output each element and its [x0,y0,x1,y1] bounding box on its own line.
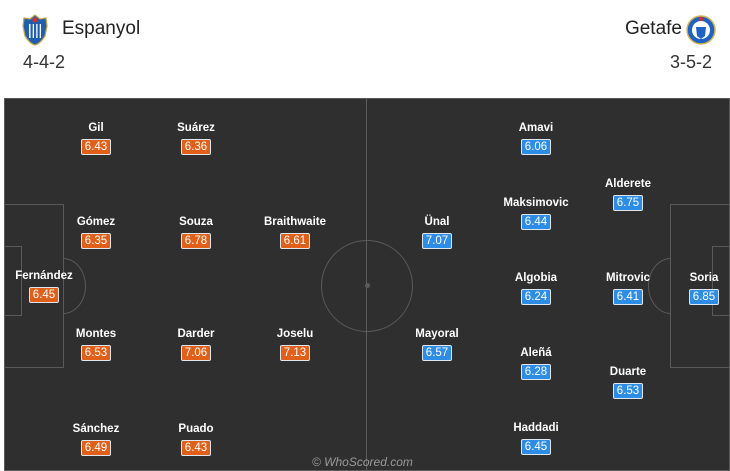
player-rating: 6.61 [279,233,311,249]
player-rating: 6.24 [520,289,552,305]
player-name: Ünal [424,216,450,228]
player-card-home[interactable]: Joselu 7.13 [250,327,340,361]
player-name: Aleñá [520,347,552,359]
player-card-away[interactable]: Haddadi 6.45 [491,421,581,455]
player-card-home[interactable]: Souza 6.78 [151,215,241,249]
player-rating: 7.06 [180,345,212,361]
player-rating: 6.41 [612,289,644,305]
player-rating: 6.36 [180,139,212,155]
player-name: Duarte [609,366,647,378]
player-card-away[interactable]: Aleñá 6.28 [491,346,581,380]
player-name: Algobia [514,272,558,284]
player-card-home[interactable]: Fernández 6.45 [0,269,89,303]
player-name: Darder [177,328,215,340]
away-penalty-area [670,204,730,368]
home-penalty-area [4,204,64,368]
away-formation: 3-5-2 [669,52,712,72]
player-rating: 6.35 [80,233,112,249]
getafe-crest-icon [686,15,716,45]
home-formation: 4-4-2 [23,52,66,72]
watermark: © WhoScored.com [312,455,413,469]
player-rating: 6.78 [180,233,212,249]
player-name: Soria [689,272,719,284]
player-card-away[interactable]: Mitrovic 6.41 [583,271,673,305]
player-card-home[interactable]: Braithwaite 6.61 [250,215,340,249]
player-name: Gil [88,122,104,134]
away-goal-area [712,246,730,316]
player-rating: 6.45 [28,287,60,303]
player-card-away[interactable]: Duarte 6.53 [583,365,673,399]
player-card-home[interactable]: Darder 7.06 [151,327,241,361]
player-rating: 7.13 [279,345,311,361]
player-rating: 6.43 [80,139,112,155]
player-card-away[interactable]: Amavi 6.06 [491,121,581,155]
player-rating: 6.75 [612,195,644,211]
player-rating: 6.44 [520,214,552,230]
player-card-home[interactable]: Gómez 6.35 [51,215,141,249]
player-rating: 6.49 [80,440,112,456]
player-name: Braithwaite [264,216,326,228]
player-name: Suárez [177,122,215,134]
player-card-home[interactable]: Gil 6.43 [51,121,141,155]
player-card-home[interactable]: Puado 6.43 [151,422,241,456]
player-rating: 6.53 [612,383,644,399]
player-card-away[interactable]: Mayoral 6.57 [392,327,482,361]
player-name: Haddadi [513,422,559,434]
player-rating: 6.53 [80,345,112,361]
player-name: Joselu [276,328,314,340]
player-rating: 6.45 [520,439,552,455]
player-rating: 6.06 [520,139,552,155]
player-name: Alderete [604,178,652,190]
player-name: Amavi [518,122,554,134]
espanyol-crest-icon [22,14,48,46]
player-card-away[interactable]: Algobia 6.24 [491,271,581,305]
player-name: Gómez [76,216,116,228]
player-name: Puado [178,423,214,435]
player-name: Sánchez [72,423,120,435]
player-name: Mitrovic [605,272,651,284]
center-circle [321,240,413,332]
player-card-away[interactable]: Alderete 6.75 [583,177,673,211]
player-name: Montes [75,328,117,340]
player-card-away[interactable]: Soria 6.85 [659,271,730,305]
player-card-away[interactable]: Ünal 7.07 [392,215,482,249]
player-card-home[interactable]: Montes 6.53 [51,327,141,361]
player-card-home[interactable]: Suárez 6.36 [151,121,241,155]
center-spot [365,283,370,288]
player-name: Maksimovic [503,197,569,209]
player-rating: 6.43 [180,440,212,456]
player-rating: 6.28 [520,364,552,380]
player-name: Mayoral [415,328,459,340]
home-goal-area [4,246,22,316]
player-name: Fernández [15,270,73,282]
pitch [4,98,730,471]
player-card-away[interactable]: Maksimovic 6.44 [491,196,581,230]
away-team-name[interactable]: Getafe [624,18,682,39]
player-rating: 6.57 [421,345,453,361]
player-name: Souza [179,216,213,228]
player-card-home[interactable]: Sánchez 6.49 [51,422,141,456]
player-rating: 6.85 [688,289,720,305]
match-header: Espanyol 4-4-2 Getafe 3-5-2 [0,0,730,92]
home-team-name[interactable]: Espanyol [62,18,141,39]
player-rating: 7.07 [421,233,453,249]
